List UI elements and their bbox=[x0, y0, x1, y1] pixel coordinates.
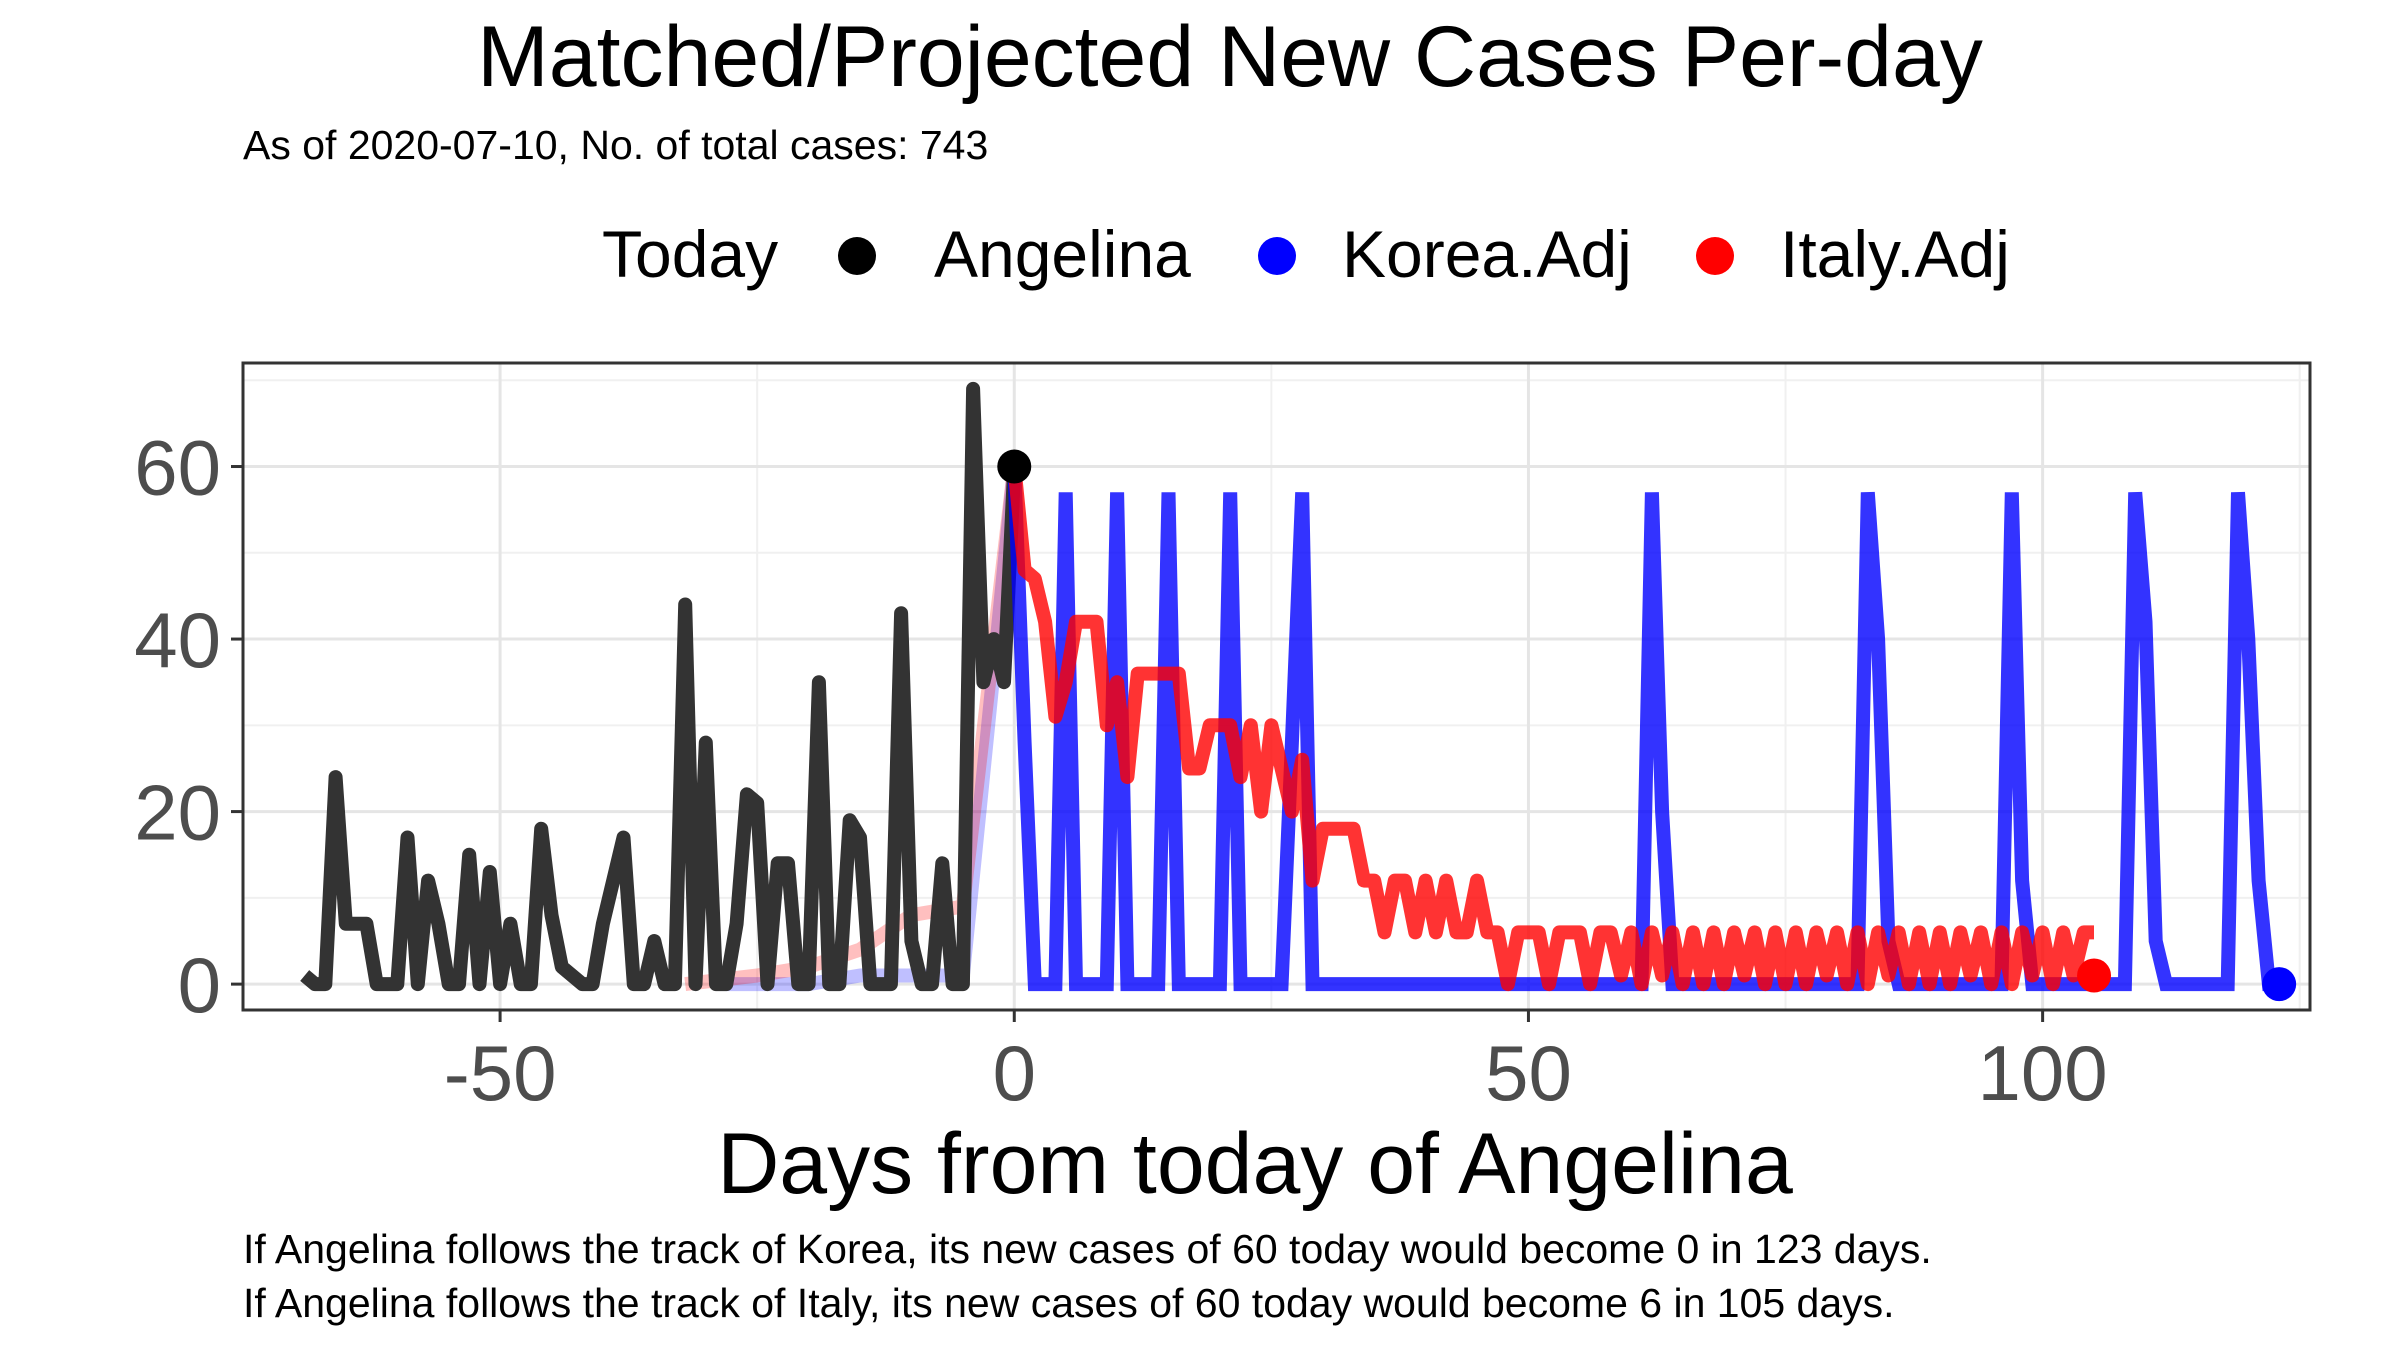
legend-label-korea: Korea.Adj bbox=[1342, 217, 1632, 291]
chart-title: Matched/Projected New Cases Per-day bbox=[477, 9, 1983, 105]
legend-label-angelina: Angelina bbox=[934, 217, 1191, 291]
chart-subtitle: As of 2020-07-10, No. of total cases: 74… bbox=[243, 122, 989, 168]
plot-panel bbox=[243, 363, 2310, 1010]
legend-dot-italy bbox=[1696, 237, 1734, 275]
x-tick-label: 0 bbox=[993, 1029, 1036, 1117]
x-tick-label: -50 bbox=[444, 1029, 557, 1117]
legend-dot-angelina bbox=[838, 237, 876, 275]
legend-title: Today bbox=[602, 217, 779, 291]
today-point-korea-adj bbox=[2262, 967, 2297, 1002]
plot-border bbox=[241, 361, 2312, 1012]
x-axis-title: Days from today of Angelina bbox=[717, 1116, 1793, 1212]
x-tick-label: 50 bbox=[1485, 1029, 1572, 1117]
series-line-korea bbox=[1007, 466, 2280, 992]
series-line-angelina bbox=[300, 381, 1022, 992]
y-tick-label: 40 bbox=[134, 596, 221, 684]
today-point-italy-adj bbox=[2077, 958, 2112, 993]
legend-dot-korea bbox=[1258, 237, 1296, 275]
x-tick-label: 100 bbox=[1978, 1029, 2108, 1117]
y-tick-label: 0 bbox=[178, 941, 221, 1029]
caption-italy: If Angelina follows the track of Italy, … bbox=[243, 1280, 1895, 1326]
y-tick-label: 60 bbox=[134, 424, 221, 512]
today-point-angelina bbox=[997, 449, 1032, 484]
legend: Today Angelina Korea.Adj Italy.Adj bbox=[0, 216, 2400, 306]
legend-label-italy: Italy.Adj bbox=[1780, 217, 2010, 291]
y-tick-label: 20 bbox=[134, 769, 221, 857]
series-line-italy bbox=[1007, 465, 2094, 992]
caption-korea: If Angelina follows the track of Korea, … bbox=[243, 1226, 1932, 1272]
